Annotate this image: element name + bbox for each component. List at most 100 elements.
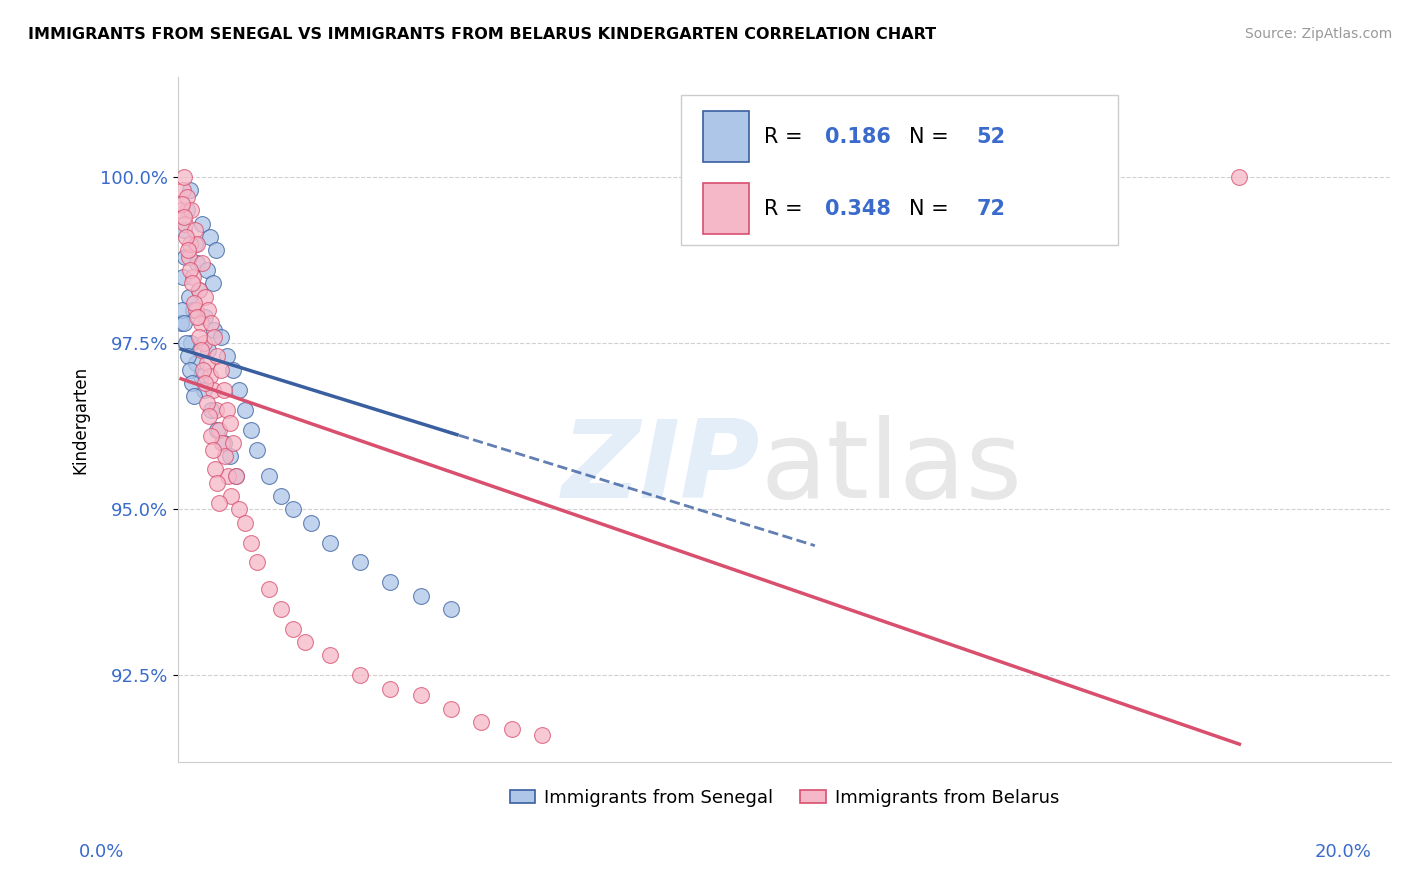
Point: [172, 303, 194, 318]
Point: [501, 722, 523, 736]
Point: [173, 210, 195, 224]
Point: [225, 469, 247, 483]
Text: IMMIGRANTS FROM SENEGAL VS IMMIGRANTS FROM BELARUS KINDERGARTEN CORRELATION CHAR: IMMIGRANTS FROM SENEGAL VS IMMIGRANTS FR…: [28, 27, 936, 42]
Point: [181, 303, 204, 318]
Point: [200, 402, 222, 417]
Point: [207, 423, 229, 437]
Point: [197, 343, 219, 357]
Point: [173, 170, 195, 185]
Point: [181, 269, 204, 284]
Point: [217, 469, 239, 483]
Text: 0.186: 0.186: [824, 127, 890, 147]
Point: [197, 303, 219, 318]
Point: [173, 316, 195, 330]
Point: [208, 496, 231, 510]
Point: [246, 556, 269, 570]
Point: [218, 416, 240, 430]
Point: [181, 277, 204, 291]
Point: [221, 489, 243, 503]
Point: [207, 350, 229, 364]
Point: [221, 363, 243, 377]
Point: [184, 236, 207, 251]
Text: N =: N =: [910, 199, 956, 219]
Text: 52: 52: [976, 127, 1005, 147]
Point: [179, 363, 201, 377]
Point: [530, 728, 553, 742]
Point: [187, 329, 209, 343]
Point: [191, 256, 214, 270]
Point: [318, 648, 340, 663]
Point: [214, 449, 236, 463]
Point: [170, 196, 193, 211]
Point: [380, 575, 402, 590]
Point: [198, 369, 221, 384]
Point: [176, 203, 198, 218]
Point: [194, 290, 217, 304]
Point: [188, 283, 211, 297]
Point: [193, 383, 215, 397]
Point: [174, 250, 197, 264]
Point: [301, 516, 323, 530]
Point: [179, 236, 201, 251]
Point: [211, 435, 233, 450]
Point: [200, 429, 222, 443]
Point: [440, 701, 463, 715]
Point: [174, 336, 197, 351]
Point: [188, 283, 211, 297]
Point: [246, 442, 269, 457]
Point: [177, 250, 200, 264]
Text: 0.0%: 0.0%: [79, 843, 124, 861]
Point: [212, 435, 235, 450]
Point: [208, 423, 231, 437]
Point: [177, 243, 200, 257]
Point: [194, 376, 217, 390]
Text: 0.348: 0.348: [824, 199, 890, 219]
Point: [270, 602, 292, 616]
Point: [215, 350, 238, 364]
Point: [215, 402, 238, 417]
Point: [170, 203, 193, 218]
Point: [212, 383, 235, 397]
Point: [176, 190, 198, 204]
Text: Source: ZipAtlas.com: Source: ZipAtlas.com: [1244, 27, 1392, 41]
Point: [186, 303, 208, 318]
Text: N =: N =: [910, 127, 956, 147]
Point: [228, 502, 250, 516]
Point: [204, 243, 226, 257]
Point: [349, 556, 371, 570]
Point: [194, 310, 217, 324]
Point: [409, 689, 432, 703]
Text: R =: R =: [763, 199, 810, 219]
Text: atlas: atlas: [761, 415, 1022, 521]
Point: [239, 535, 262, 549]
Point: [270, 489, 292, 503]
Point: [198, 409, 221, 424]
Point: [186, 310, 208, 324]
Point: [191, 217, 214, 231]
Point: [204, 402, 226, 417]
Point: [184, 223, 207, 237]
Point: [193, 336, 215, 351]
Point: [205, 475, 228, 490]
Point: [804, 170, 827, 185]
Text: ZIP: ZIP: [562, 415, 761, 521]
Point: [170, 316, 193, 330]
Point: [190, 369, 212, 384]
Point: [195, 396, 218, 410]
Point: [183, 296, 205, 310]
Point: [179, 263, 201, 277]
Point: [257, 582, 280, 596]
Point: [409, 589, 432, 603]
Point: [283, 622, 305, 636]
Point: [239, 423, 262, 437]
Point: [190, 316, 212, 330]
Point: [172, 183, 194, 197]
Point: [200, 316, 222, 330]
Point: [172, 269, 194, 284]
Point: [183, 389, 205, 403]
Legend: Immigrants from Senegal, Immigrants from Belarus: Immigrants from Senegal, Immigrants from…: [503, 782, 1066, 814]
Point: [228, 383, 250, 397]
Point: [221, 435, 243, 450]
Point: [1227, 170, 1250, 185]
Point: [257, 469, 280, 483]
